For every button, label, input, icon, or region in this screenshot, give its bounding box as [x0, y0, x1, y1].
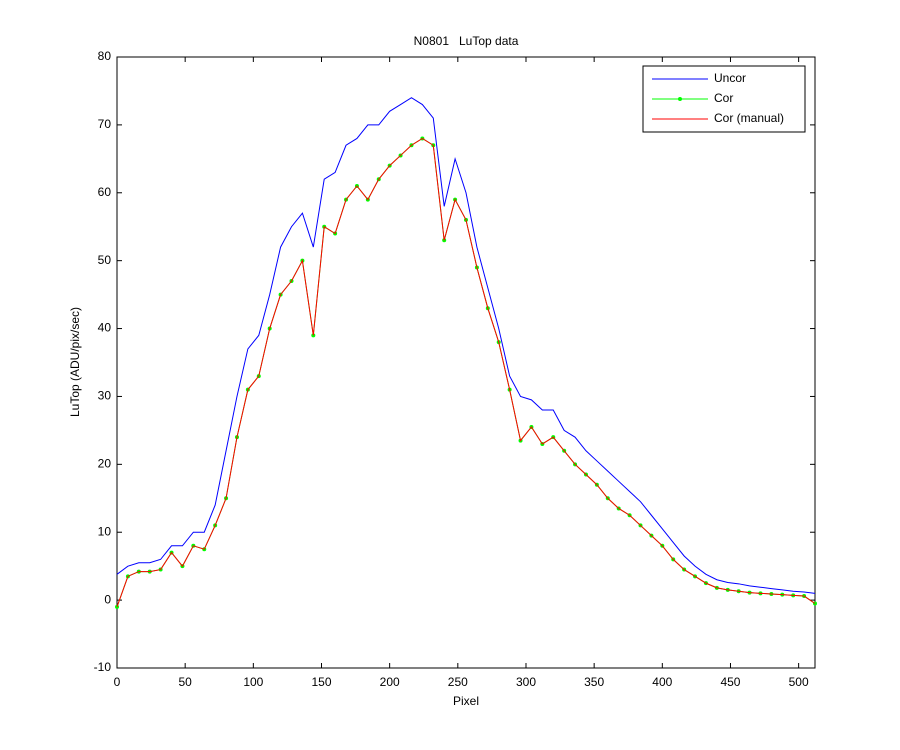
x-tick-label: 200 [380, 675, 400, 689]
y-tick-label: 70 [98, 117, 112, 131]
x-axis-label: Pixel [453, 694, 479, 708]
x-tick-label: 100 [243, 675, 263, 689]
x-tick-label: 300 [516, 675, 536, 689]
x-tick-label: 250 [448, 675, 468, 689]
series-line [116, 97, 816, 594]
y-tick-label: 60 [98, 185, 112, 199]
legend-label: Cor (manual) [714, 111, 784, 125]
plot-area [116, 56, 816, 669]
x-tick-label: 50 [178, 675, 192, 689]
y-tick-label: 30 [98, 389, 112, 403]
x-tick-label: 500 [789, 675, 809, 689]
y-tick-label: 40 [98, 321, 112, 335]
y-tick-label: 50 [98, 253, 112, 267]
chart-title: N0801 LuTop data [414, 34, 519, 48]
series-line [116, 137, 816, 608]
y-axis-label: LuTop (ADU/pix/sec) [68, 307, 82, 417]
legend-label: Uncor [714, 71, 746, 85]
y-tick-label: 0 [104, 592, 111, 606]
y-tick-label: 80 [98, 49, 112, 63]
x-tick-label: 450 [720, 675, 740, 689]
x-tick-label: 0 [114, 675, 121, 689]
y-tick-label: 10 [98, 524, 112, 538]
x-tick-label: 150 [311, 675, 331, 689]
legend-marker [678, 97, 682, 101]
y-tick-label: 20 [98, 457, 112, 471]
y-tick-label: -10 [94, 660, 112, 674]
x-tick-label: 400 [652, 675, 672, 689]
x-tick-label: 350 [584, 675, 604, 689]
legend-label: Cor [714, 91, 733, 105]
